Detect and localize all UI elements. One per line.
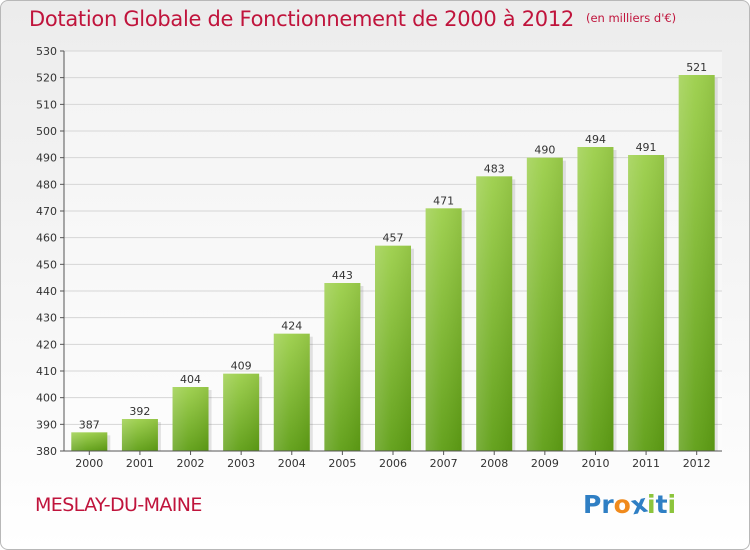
data-label: 409 [231, 360, 252, 373]
y-tick-label: 480 [36, 178, 57, 191]
y-tick-label: 490 [36, 152, 57, 165]
bars: 387 392 404 409 424 443 457 471 483 490 494 491 521 [71, 61, 718, 452]
x-tick-label: 2011 [632, 457, 660, 470]
y-tick-label: 460 [36, 232, 57, 245]
bar-highlight [577, 147, 614, 451]
data-label: 392 [129, 405, 150, 418]
y-tick-label: 530 [36, 45, 57, 58]
chart-title-text: Dotation Globale de Fonctionnement de 20… [29, 7, 574, 31]
chart-title: Dotation Globale de Fonctionnement de 20… [29, 7, 676, 31]
chart-subtitle: (en milliers d'€) [585, 11, 677, 25]
bar-highlight [526, 157, 563, 451]
data-label: 424 [281, 320, 302, 333]
bar-highlight [375, 245, 411, 451]
x-tick-label: 2007 [430, 457, 458, 470]
x-tick-label: 2003 [227, 457, 255, 470]
axes: 380 390 400 410 420 430 440 450 460 470 480 490 500 5… [36, 45, 722, 470]
x-tick-label: 2001 [126, 457, 154, 470]
data-label: 494 [585, 133, 606, 146]
data-label: 521 [686, 61, 707, 74]
y-tick-label: 510 [36, 98, 57, 111]
data-label: 443 [332, 269, 353, 282]
data-label: 404 [180, 373, 201, 386]
logo-letter: i [647, 490, 656, 519]
logo-letter: r [601, 490, 614, 519]
data-label: 471 [433, 194, 454, 207]
y-tick-label: 410 [36, 365, 57, 378]
bar-highlight [324, 283, 361, 451]
x-tick-label: 2004 [278, 457, 306, 470]
bar-highlight [476, 176, 513, 452]
bar-highlight [678, 75, 715, 451]
y-tick-label: 440 [36, 285, 57, 298]
x-tick-label: 2012 [683, 457, 711, 470]
x-tick-label: 2002 [177, 457, 205, 470]
y-tick-label: 450 [36, 258, 57, 271]
x-tick-label: 2006 [379, 457, 407, 470]
data-label: 490 [534, 144, 555, 157]
proxiti-logo: Proxiti [583, 489, 677, 521]
y-tick-label: 470 [36, 205, 57, 218]
y-tick-label: 420 [36, 338, 57, 351]
y-tick-label: 380 [36, 445, 57, 458]
data-label: 387 [79, 418, 100, 431]
x-tick-label: 2000 [75, 457, 103, 470]
y-tick-label: 520 [36, 72, 57, 85]
x-tick-label: 2008 [480, 457, 508, 470]
logo-letter: t [655, 490, 668, 519]
y-tick-label: 390 [36, 418, 57, 431]
logo-letter: P [583, 490, 602, 519]
x-tick-label: 2010 [581, 457, 609, 470]
data-label: 457 [383, 232, 404, 245]
data-label: 491 [636, 141, 657, 154]
logo-letter: o [613, 490, 631, 519]
logo-letter: i [667, 490, 677, 519]
y-tick-label: 500 [36, 125, 57, 138]
bar-highlight [71, 432, 108, 451]
place-name: MESLAY-DU-MAINE [35, 494, 202, 516]
y-tick-label: 400 [36, 392, 57, 405]
bar-highlight [425, 208, 462, 451]
bar-highlight [273, 333, 310, 451]
y-tick-label: 430 [36, 312, 57, 325]
bar-highlight [172, 387, 209, 451]
bar-highlight [121, 419, 158, 451]
data-label: 483 [484, 162, 505, 175]
x-tick-label: 2009 [531, 457, 559, 470]
x-tick-label: 2005 [328, 457, 356, 470]
bar-highlight [628, 155, 665, 451]
bar-highlight [223, 373, 260, 451]
